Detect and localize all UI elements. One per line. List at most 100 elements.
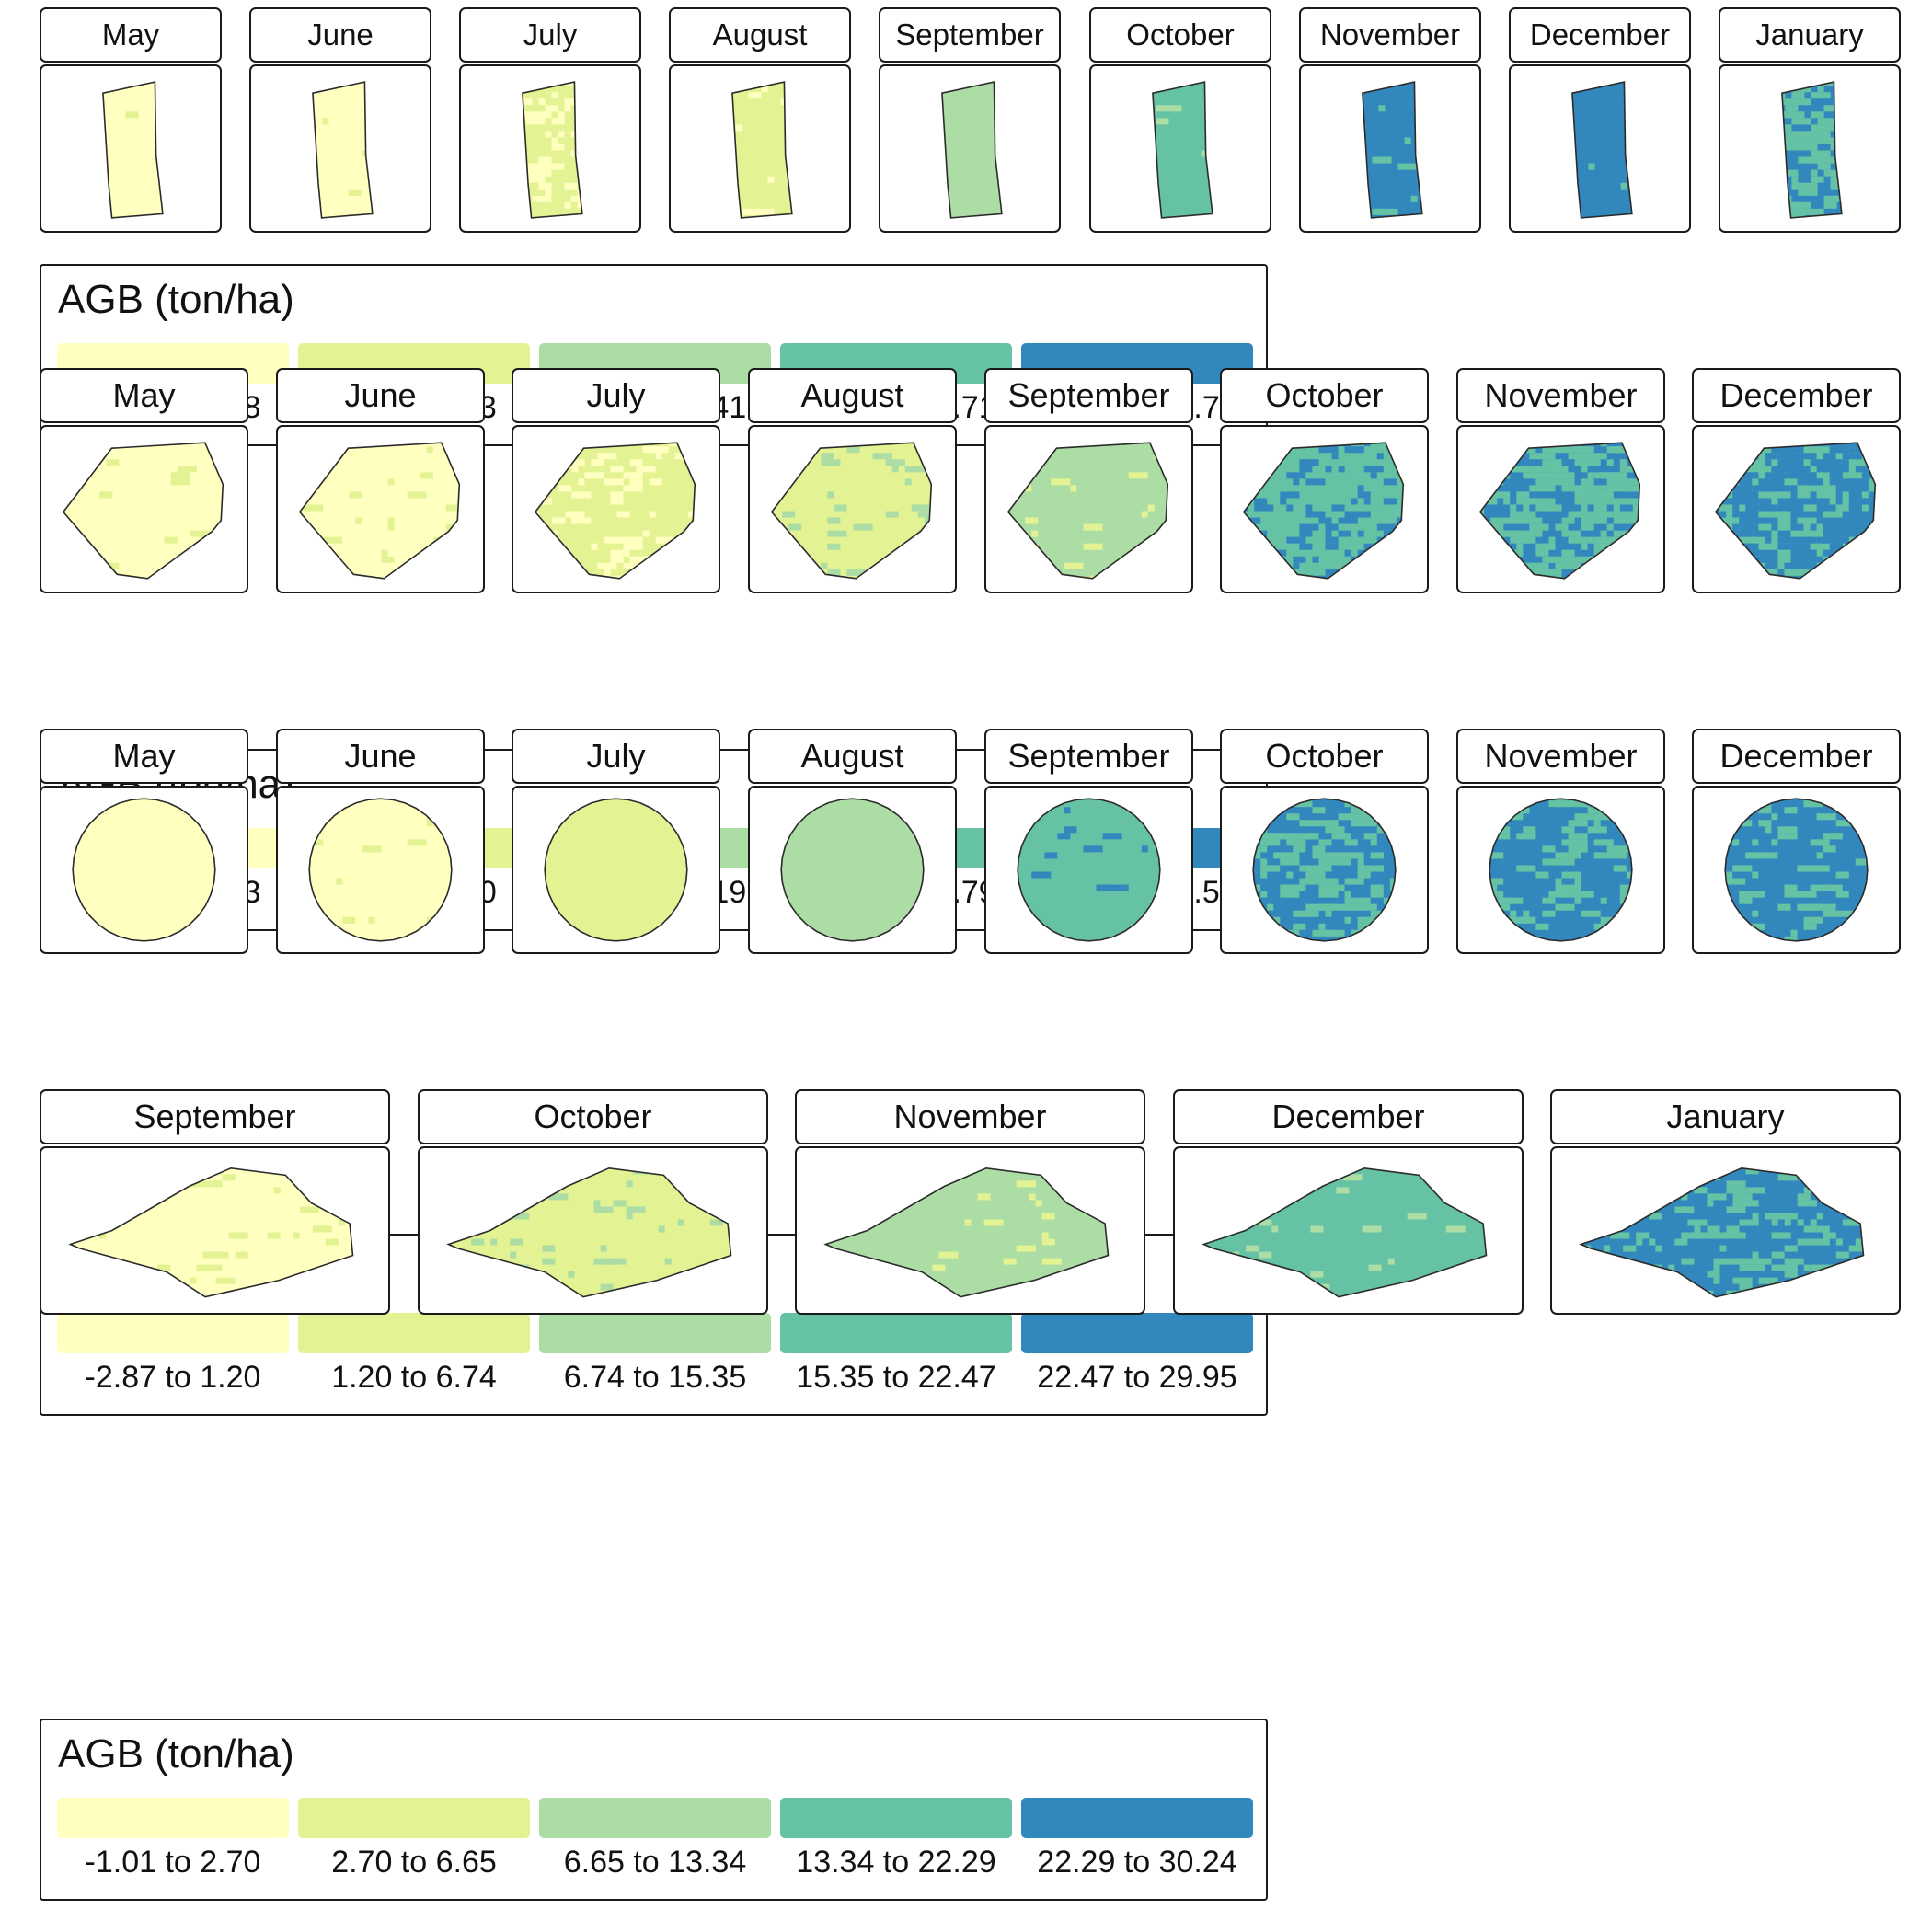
raster-cell <box>278 891 297 898</box>
raster-cell <box>1497 923 1511 930</box>
raster-cell <box>1471 478 1478 485</box>
raster-cell <box>1726 443 1733 447</box>
raster-cell <box>1458 1174 1478 1181</box>
raster-cell <box>1253 923 1255 930</box>
raster-cell <box>1007 446 1019 454</box>
raster-cell <box>1765 144 1778 150</box>
raster-cells <box>70 1161 388 1297</box>
raster-cell <box>1574 799 1588 801</box>
raster-cell <box>1869 98 1889 105</box>
raster-cell <box>1713 858 1719 865</box>
raster-cell <box>1765 459 1772 466</box>
raster-cell <box>1484 582 1503 589</box>
raster-cell <box>1516 549 1524 557</box>
raster-cell <box>1732 485 1753 492</box>
raster-cell <box>1687 1232 1695 1239</box>
raster-cell <box>1581 517 1588 524</box>
raster-cell <box>1338 833 1351 840</box>
raster-cells <box>1581 1148 1864 1313</box>
raster-cell <box>887 1290 894 1297</box>
raster-cell <box>701 427 719 433</box>
raster-cell <box>597 170 604 177</box>
raster-cell <box>1720 222 1733 228</box>
raster-cell <box>310 575 324 579</box>
raster-cell <box>701 557 707 563</box>
raster-cell <box>565 511 585 518</box>
raster-cell <box>1253 826 1255 834</box>
raster-cell <box>1562 433 1575 440</box>
raster-cell <box>1620 182 1627 190</box>
raster-cell <box>1888 576 1899 582</box>
raster-cell <box>362 845 382 853</box>
raster-cell <box>1280 491 1294 499</box>
raster-cell <box>1626 903 1632 911</box>
raster-cell <box>584 190 597 196</box>
raster-cell <box>1581 845 1588 853</box>
month-strip-label: June <box>249 7 431 63</box>
raster-cell <box>1725 910 1733 917</box>
raster-cell <box>1668 1148 1687 1155</box>
raster-cell <box>1739 569 1759 576</box>
raster-cell <box>1471 550 1478 557</box>
raster-cell <box>1083 543 1103 550</box>
raster-cell <box>1626 813 1632 821</box>
raster-cell <box>568 1155 587 1161</box>
agb-raster-map <box>68 1161 388 1298</box>
raster-cell <box>1083 845 1103 853</box>
raster-cell <box>1727 124 1733 131</box>
raster-cell <box>604 589 610 592</box>
raster-cell <box>106 459 120 466</box>
raster-cell <box>284 459 297 466</box>
raster-cells <box>825 1167 1109 1297</box>
raster-cell <box>1389 556 1404 563</box>
raster-cell <box>1855 478 1869 486</box>
agb-raster-map <box>278 798 453 942</box>
raster-cell <box>500 144 512 150</box>
raster-cell <box>1719 1161 1732 1167</box>
raster-cell <box>964 1219 972 1226</box>
raster-cell <box>542 1245 556 1252</box>
raster-cell <box>125 111 139 119</box>
raster-cell <box>1222 478 1228 485</box>
raster-cell <box>1835 498 1843 505</box>
raster-cell <box>1823 195 1842 202</box>
raster-cell <box>1422 563 1427 569</box>
raster-cell <box>1102 884 1122 891</box>
raster-cell <box>564 189 578 196</box>
raster-cell <box>1437 177 1450 183</box>
raster-cell <box>944 466 955 472</box>
raster-cell <box>630 433 637 440</box>
raster-cell <box>316 556 324 563</box>
raster-cell <box>1765 1310 1772 1313</box>
raster-cell <box>1368 1264 1382 1271</box>
raster-cell <box>1869 144 1889 150</box>
raster-cell <box>551 195 558 202</box>
raster-cell <box>930 472 932 479</box>
raster-cell <box>795 433 801 440</box>
raster-cell <box>1830 1297 1843 1304</box>
raster-cell <box>1746 131 1765 137</box>
raster-cell <box>1817 156 1824 164</box>
raster-cell <box>1574 897 1581 904</box>
raster-cell <box>1479 453 1491 460</box>
raster-cell <box>584 66 604 73</box>
raster-cell <box>1715 530 1720 537</box>
raster-cell <box>1253 799 1255 801</box>
raster-cell <box>1745 427 1765 433</box>
raster-cell <box>67 157 74 164</box>
raster-cell <box>1574 839 1588 846</box>
raster-cell <box>1694 544 1713 550</box>
raster-cell <box>1228 839 1248 845</box>
raster-cell <box>1516 833 1536 840</box>
raster-cell <box>655 536 675 544</box>
raster-cell <box>1726 466 1746 473</box>
legend-swatch <box>1021 1798 1253 1838</box>
raster-cell <box>564 195 571 202</box>
raster-cell <box>1707 1271 1714 1278</box>
map-panel <box>1509 64 1691 233</box>
raster-cell <box>1646 885 1652 891</box>
raster-cell <box>384 1161 388 1167</box>
raster-cell <box>1604 1200 1611 1207</box>
raster-cell <box>1881 512 1894 518</box>
raster-cell <box>1490 575 1504 579</box>
